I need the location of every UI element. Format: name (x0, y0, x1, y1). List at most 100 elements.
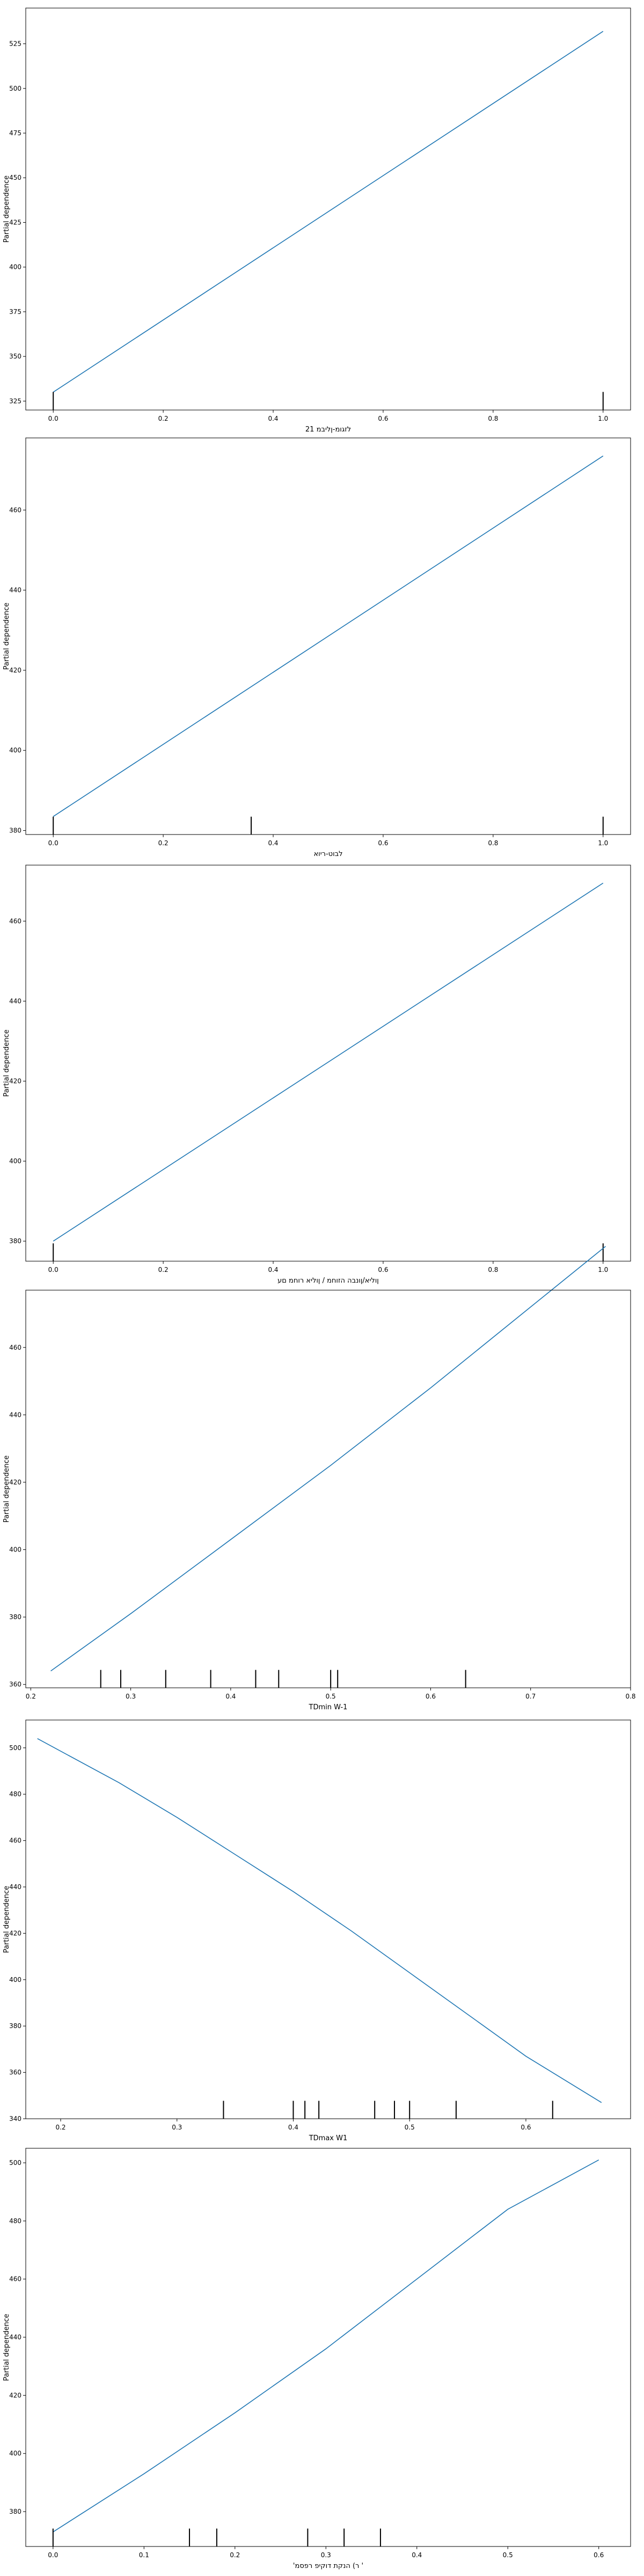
y-tick-label: 425 (9, 218, 21, 226)
y-tick-label: 380 (9, 827, 21, 835)
y-tick-label: 400 (9, 2450, 21, 2457)
y-tick-label: 420 (9, 667, 21, 674)
x-tick-label: 0.2 (230, 2551, 240, 2559)
y-tick-label: 440 (9, 1883, 21, 1891)
x-tick-label: 0.6 (521, 2124, 531, 2131)
y-axis-label: Partial dependence (3, 1455, 11, 1523)
pdp-panel-1: 0.0 0.2 0.4 0.6 0.8 1.0 325 350 375 400 425 450 475 5… (3, 8, 631, 434)
y-axis-label: Partial dependence (3, 1029, 11, 1096)
axes-frame (25, 865, 631, 1262)
y-axis-label: Partial dependence (3, 175, 11, 243)
y-tick-label: 375 (9, 308, 21, 316)
y-tick-label: 400 (9, 747, 21, 754)
y-tick-label: 440 (9, 1411, 21, 1418)
y-tick-label: 420 (9, 1078, 21, 1085)
x-tick-label: 0.5 (503, 2551, 513, 2559)
x-axis-label: 'ר) הנקת דוקיפ רפסמ ' (293, 2562, 363, 2570)
x-tick-label: 0.4 (268, 839, 278, 847)
y-tick-label: 380 (9, 2022, 21, 2030)
x-axis-label: לבוט-ריוא (313, 850, 342, 858)
y-axis-label: Partial dependence (3, 603, 11, 670)
x-tick-label: 0.5 (326, 1693, 336, 1700)
x-tick-label: 0.0 (48, 2551, 58, 2559)
x-tick-label: 1.0 (598, 415, 608, 422)
pdp-panel-2: 0.0 0.2 0.4 0.6 0.8 1.0 380 400 420 440 460 לבוט-רי… (3, 437, 631, 858)
x-tick-label: 0.2 (158, 415, 169, 422)
y-tick-label: 460 (9, 2275, 21, 2283)
pdp-line (53, 2159, 599, 2533)
y-tick-label: 460 (9, 1837, 21, 1845)
pdp-line (37, 1738, 602, 2103)
pdp-line (50, 1246, 606, 1672)
x-tick-label: 0.2 (26, 1693, 36, 1700)
axes-frame (25, 8, 631, 411)
x-tick-label: 0.8 (625, 1693, 635, 1700)
x-tick-label: 0.2 (55, 2124, 65, 2131)
y-tick-label: 350 (9, 353, 21, 360)
x-tick-label: 0.2 (158, 1266, 169, 1274)
axes-frame (25, 437, 631, 835)
x-tick-label: 0.6 (426, 1693, 436, 1700)
y-tick-label: 480 (9, 2217, 21, 2224)
x-tick-label: 0.3 (172, 2124, 182, 2131)
x-tick-label: 0.6 (378, 839, 388, 847)
x-tick-label: 0.4 (412, 2551, 422, 2559)
x-tick-label: 0.6 (594, 2551, 604, 2559)
x-tick-label: 0.4 (288, 2124, 298, 2131)
x-tick-label: 0.5 (405, 2124, 415, 2131)
x-tick-label: 0.4 (268, 415, 278, 422)
x-tick-label: 0.4 (225, 1693, 236, 1700)
y-tick-label: 460 (9, 917, 21, 925)
y-axis-label: Partial dependence (3, 2314, 11, 2381)
y-tick-label: 420 (9, 1479, 21, 1486)
y-tick-label: 500 (9, 1744, 21, 1752)
x-tick-label: 0.2 (158, 839, 169, 847)
x-tick-label: 0.6 (378, 415, 388, 422)
axes-frame (25, 1719, 631, 2119)
y-tick-label: 500 (9, 2159, 21, 2167)
y-tick-label: 400 (9, 264, 21, 271)
axes-frame (25, 1290, 631, 1688)
y-tick-label: 440 (9, 2333, 21, 2341)
y-tick-label: 325 (9, 397, 21, 405)
x-tick-label: 0.6 (378, 1266, 388, 1274)
y-tick-label: 480 (9, 1790, 21, 1798)
y-tick-label: 380 (9, 2508, 21, 2515)
x-axis-label: TDmin W-1 (309, 1703, 348, 1711)
x-axis-label: TDmax W1 (309, 2134, 348, 2142)
y-tick-label: 475 (9, 129, 21, 137)
y-tick-label: 440 (9, 587, 21, 594)
x-tick-label: 0.8 (488, 1266, 498, 1274)
x-tick-label: 0.0 (48, 839, 58, 847)
x-tick-label: 0.7 (525, 1693, 536, 1700)
y-axis-label: Partial dependence (3, 1886, 11, 1953)
y-tick-label: 360 (9, 2069, 21, 2076)
x-tick-label: 0.3 (321, 2551, 331, 2559)
y-tick-label: 400 (9, 1158, 21, 1165)
y-tick-label: 420 (9, 1929, 21, 1937)
x-tick-label: 0.4 (268, 1266, 278, 1274)
x-tick-label: 0.8 (488, 415, 498, 422)
x-tick-label: 1.0 (598, 839, 608, 847)
y-tick-label: 500 (9, 85, 21, 92)
y-tick-label: 360 (9, 1681, 21, 1688)
x-axis-label: 21 לזגומ-ןליבמ (305, 426, 351, 434)
x-axis-label: ןוליא/ןונבה הזוחמ / ןוליא רוחמ םע (277, 1277, 379, 1285)
y-tick-label: 400 (9, 1546, 21, 1554)
x-tick-label: 1.0 (598, 1266, 608, 1274)
axes-frame (25, 2148, 631, 2547)
y-tick-label: 380 (9, 1613, 21, 1621)
y-tick-label: 420 (9, 2391, 21, 2399)
x-tick-label: 0.0 (48, 415, 58, 422)
y-tick-label: 450 (9, 174, 21, 181)
y-tick-label: 380 (9, 1238, 21, 1245)
y-tick-label: 340 (9, 2115, 21, 2123)
x-tick-label: 0.3 (126, 1693, 136, 1700)
pdp-line (53, 31, 604, 393)
pdp-panel-3: 0.0 0.2 0.4 0.6 0.8 1.0 380 400 420 440 460 ןוליא/ן… (3, 865, 631, 1285)
y-tick-label: 400 (9, 1976, 21, 1984)
y-tick-label: 440 (9, 997, 21, 1005)
pdp-line (53, 455, 604, 817)
y-tick-label: 460 (9, 506, 21, 514)
